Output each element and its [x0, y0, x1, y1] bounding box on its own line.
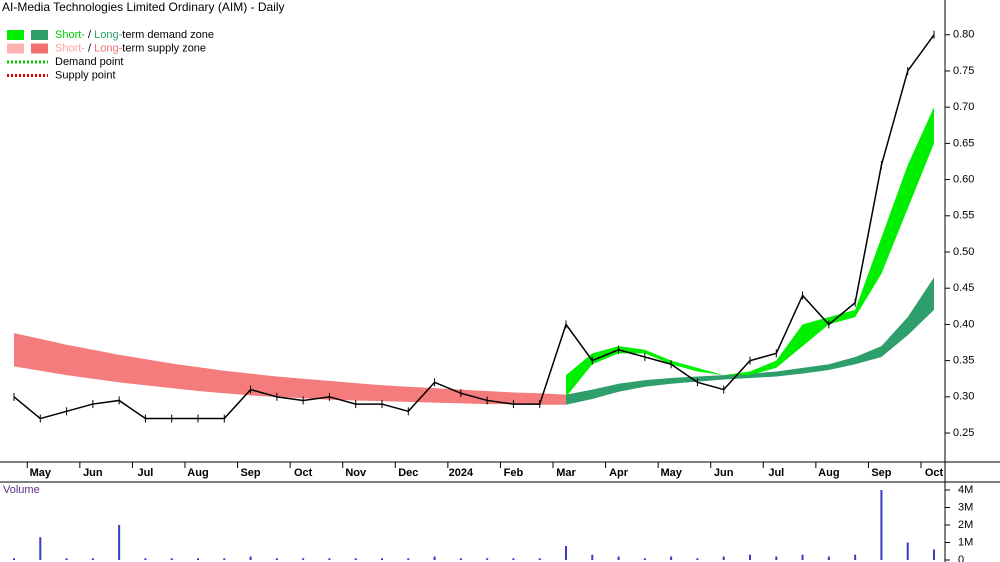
volume-bar: [933, 549, 935, 560]
x-tick-label: Aug: [818, 467, 839, 479]
volume-bar: [328, 558, 331, 560]
legend-swatch: [7, 43, 24, 54]
volume-bar: [643, 558, 646, 560]
volume-tick-label: 3M: [958, 501, 973, 513]
volume-bar: [801, 554, 804, 560]
legend-text: Long-: [94, 29, 122, 41]
y-tick-label: 0.35: [953, 355, 974, 367]
volume-bar: [197, 558, 199, 560]
x-tick-label: Jun: [714, 467, 734, 479]
volume-bar: [591, 554, 594, 560]
legend-text: Supply point: [55, 69, 116, 81]
volume-bar: [144, 558, 147, 560]
volume-bar: [538, 558, 541, 560]
volume-bar: [512, 558, 515, 560]
legend-label: Demand point: [55, 56, 124, 68]
volume-bar: [722, 556, 725, 560]
volume-bar: [565, 546, 567, 560]
y-tick-label: 0.30: [953, 391, 974, 403]
x-tick-label: Dec: [398, 467, 418, 479]
y-tick-label: 0.75: [953, 65, 974, 77]
zone-band: [14, 333, 566, 405]
y-tick-label: 0.25: [953, 427, 974, 439]
legend-text: /: [85, 29, 94, 41]
x-tick-label: Mar: [556, 467, 576, 479]
volume-bar: [749, 554, 751, 560]
volume-bar: [854, 554, 857, 560]
legend-text: /: [85, 42, 94, 54]
x-tick-label: Jul: [137, 467, 153, 479]
volume-tick-label: 1M: [958, 536, 973, 548]
volume-bar: [670, 556, 673, 560]
x-tick-label: Sep: [871, 467, 891, 479]
legend-swatch: [7, 30, 24, 40]
legend-text: Short-: [55, 29, 85, 41]
volume-tick-label: 4M: [958, 484, 973, 496]
y-tick-label: 0.60: [953, 173, 974, 185]
volume-bar: [39, 537, 42, 560]
legend-label: Supply point: [55, 69, 116, 81]
x-tick-label: Oct: [925, 467, 944, 479]
y-tick-label: 0.65: [953, 137, 974, 149]
volume-bar: [118, 525, 121, 560]
legend-swatch: [31, 30, 48, 40]
legend-label: Short- / Long-term demand zone: [55, 29, 214, 41]
volume-bar: [13, 558, 15, 560]
x-tick-label: May: [660, 467, 682, 479]
volume-bar: [170, 558, 173, 560]
volume-tick-label: 2M: [958, 519, 973, 531]
volume-bar: [91, 558, 94, 560]
x-tick-label: Aug: [187, 467, 208, 479]
volume-bar: [827, 556, 830, 560]
volume-bar: [407, 558, 410, 560]
volume-tick-label: 0: [958, 554, 964, 562]
x-tick-label: Nov: [345, 467, 367, 479]
volume-bar: [275, 558, 278, 560]
y-tick-label: 0.45: [953, 282, 974, 294]
y-tick-label: 0.55: [953, 210, 974, 222]
x-tick-label: Jun: [83, 467, 103, 479]
y-tick-label: 0.80: [953, 29, 974, 41]
legend-text: Short-: [55, 42, 85, 54]
volume-bar: [880, 490, 883, 560]
legend-swatch: [31, 43, 48, 54]
x-tick-label: 2024: [449, 467, 474, 479]
legend-label: Short- / Long-term supply zone: [55, 42, 206, 54]
x-tick-label: Apr: [609, 467, 629, 479]
volume-bar: [381, 558, 383, 560]
price-line: [13, 34, 935, 420]
y-tick-label: 0.50: [953, 246, 974, 258]
legend-text: Demand point: [55, 56, 124, 68]
x-tick-label: Sep: [240, 467, 260, 479]
volume-bar: [696, 558, 699, 560]
volume-title: Volume: [3, 484, 40, 496]
volume-bar: [302, 558, 305, 560]
volume-bar: [223, 558, 226, 560]
x-tick-label: Jul: [768, 467, 784, 479]
x-tick-label: Oct: [294, 467, 313, 479]
volume-bar: [249, 556, 252, 560]
legend-text: term demand zone: [122, 29, 214, 41]
x-tick-label: Feb: [504, 467, 524, 479]
volume-bar: [459, 558, 462, 560]
volume-bar: [354, 558, 357, 560]
zone-band: [566, 277, 934, 405]
x-tick-label: May: [30, 467, 52, 479]
legend-text: term supply zone: [122, 42, 206, 54]
volume-bar: [433, 556, 436, 560]
volume-bar: [775, 556, 778, 560]
chart-title: AI-Media Technologies Limited Ordinary (…: [2, 0, 285, 14]
y-tick-label: 0.70: [953, 101, 974, 113]
volume-bar: [65, 558, 68, 560]
y-tick-label: 0.40: [953, 318, 974, 330]
volume-bar: [906, 542, 909, 560]
volume-bar: [486, 558, 489, 560]
volume-bar: [617, 556, 620, 560]
legend-text: Long-: [94, 42, 122, 54]
